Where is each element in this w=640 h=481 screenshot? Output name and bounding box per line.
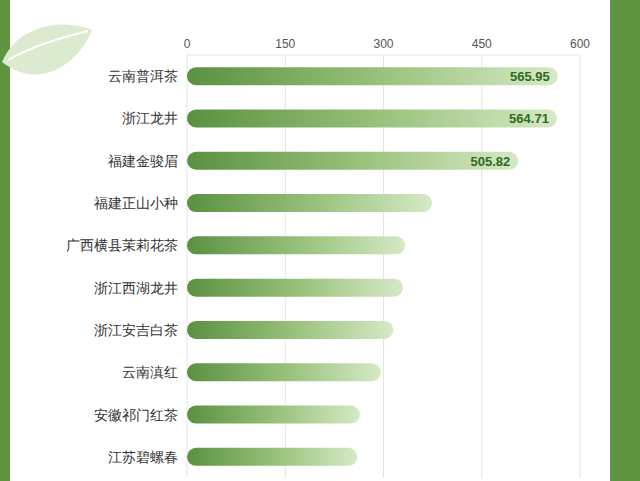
data-label: 564.71 (509, 111, 549, 126)
tick-label: 300 (373, 37, 393, 51)
bar (187, 321, 393, 339)
bar (187, 279, 403, 297)
bar (187, 194, 432, 212)
category-label: 云南普洱茶 (108, 68, 178, 84)
labels: 云南普洱茶 565.95 浙江龙井 564.71 福建金骏眉 505.82 福建正山小种广西… (66, 68, 550, 465)
category-label: 福建正山小种 (94, 195, 178, 211)
bars (187, 67, 558, 466)
tick-label: 150 (275, 37, 295, 51)
data-label: 565.95 (510, 69, 550, 84)
bar (187, 109, 557, 127)
bar (187, 236, 405, 254)
category-label: 云南滇红 (122, 364, 178, 380)
category-label: 福建金骏眉 (108, 153, 178, 169)
tick-label: 450 (472, 37, 492, 51)
card (10, 0, 610, 481)
category-label: 安徽祁门红茶 (94, 407, 178, 423)
tick-label: 0 (184, 37, 191, 51)
bar (187, 152, 518, 170)
chart-root: 0 150 300 450 600 云南普洱茶 565.95 浙江龙井 564.71 福建金骏眉 5… (0, 0, 640, 481)
grid-line (580, 55, 581, 478)
leaf-decoration (2, 25, 92, 75)
bar (187, 448, 357, 466)
category-label: 江苏碧螺春 (108, 449, 178, 465)
bar (187, 406, 360, 424)
data-label: 505.82 (471, 154, 511, 169)
tick-label: 600 (570, 37, 590, 51)
category-label: 浙江安吉白茶 (94, 322, 178, 338)
bar (187, 363, 381, 381)
chart-svg: 0 150 300 450 600 云南普洱茶 565.95 浙江龙井 564.71 福建金骏眉 5… (0, 0, 640, 481)
category-label: 广西横县茉莉花茶 (66, 237, 178, 253)
category-label: 浙江龙井 (122, 110, 178, 126)
category-label: 浙江西湖龙井 (94, 280, 178, 296)
bar (187, 67, 558, 85)
